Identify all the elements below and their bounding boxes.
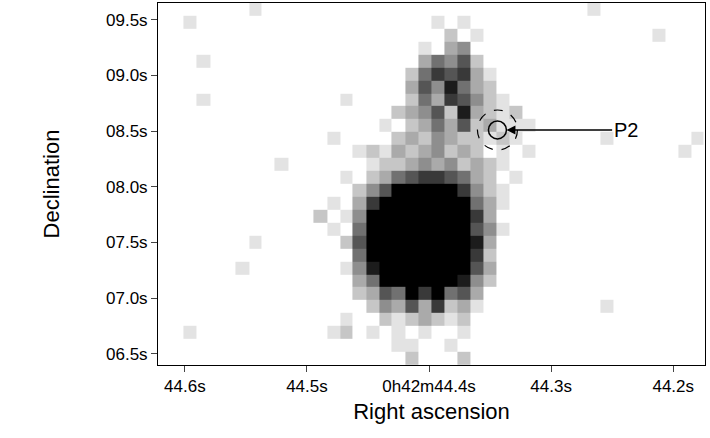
svg-text:06.5s: 06.5s xyxy=(106,345,148,364)
svg-text:09.0s: 09.0s xyxy=(106,66,148,85)
svg-text:44.3s: 44.3s xyxy=(530,377,572,396)
svg-text:07.0s: 07.0s xyxy=(106,289,148,308)
svg-text:09.5s: 09.5s xyxy=(106,11,148,30)
svg-text:Declination: Declination xyxy=(39,130,64,239)
svg-text:44.2s: 44.2s xyxy=(652,377,694,396)
svg-text:44.6s: 44.6s xyxy=(164,377,206,396)
svg-text:P2: P2 xyxy=(614,119,638,141)
svg-text:08.0s: 08.0s xyxy=(106,178,148,197)
svg-text:44.5s: 44.5s xyxy=(286,377,328,396)
svg-text:08.5s: 08.5s xyxy=(106,122,148,141)
svg-text:07.5s: 07.5s xyxy=(106,233,148,252)
svg-text:0h42m44.4s: 0h42m44.4s xyxy=(382,377,476,396)
svg-text:Right ascension: Right ascension xyxy=(353,399,510,424)
